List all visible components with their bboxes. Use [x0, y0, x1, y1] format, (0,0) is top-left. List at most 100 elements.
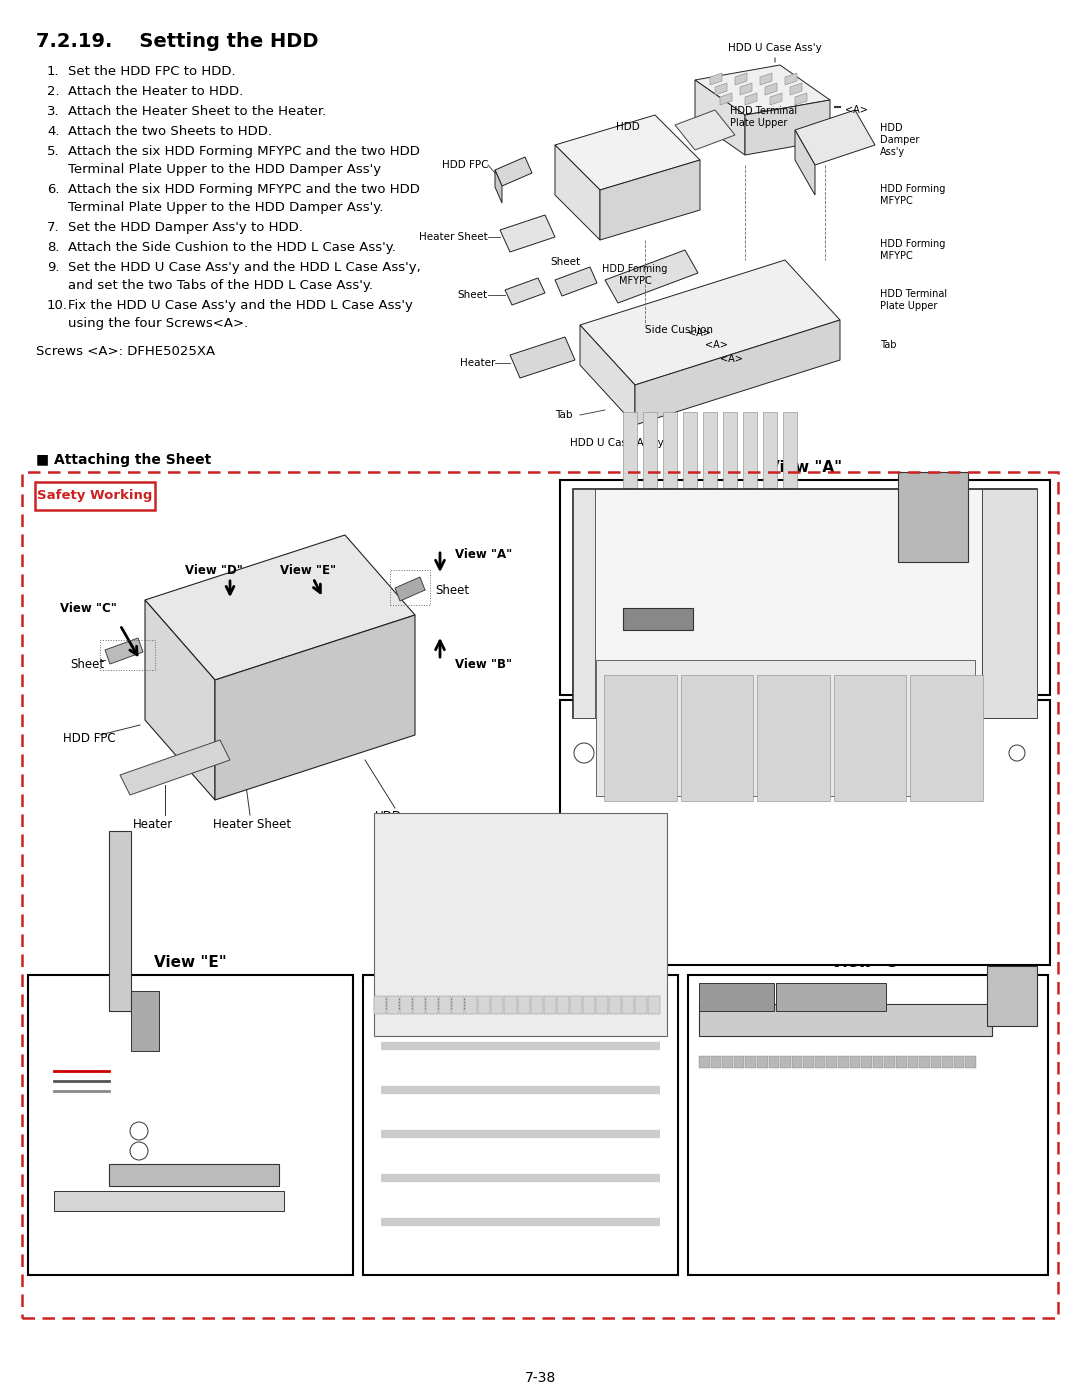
Bar	[109, 831, 131, 1011]
Bar	[743, 412, 757, 532]
Text: View "E": View "E"	[280, 563, 336, 577]
Bar	[478, 996, 490, 1014]
Bar	[834, 675, 906, 800]
Text: Attach the Side Cushion to the HDD L Case Ass'y.: Attach the Side Cushion to the HDD L Cas…	[68, 242, 396, 254]
Bar	[733, 1056, 744, 1067]
Text: Heater: Heater	[585, 977, 623, 986]
Bar	[688, 975, 1048, 1275]
Bar	[826, 1056, 837, 1067]
Bar	[885, 1056, 895, 1067]
Bar	[699, 1004, 993, 1037]
Text: Heater Sheet: Heater Sheet	[419, 232, 488, 242]
Bar	[648, 996, 660, 1014]
Text: 8.: 8.	[48, 242, 59, 254]
Text: ■ Attaching the Sheet: ■ Attaching the Sheet	[36, 453, 212, 467]
Bar	[131, 990, 159, 1051]
Text: <A>: <A>	[720, 353, 743, 365]
Bar	[850, 1056, 860, 1067]
Bar	[561, 700, 1050, 965]
Text: HDD Terminal
Plate Upper: HDD Terminal Plate Upper	[730, 106, 797, 127]
Text: and set the two Tabs of the HDD L Case Ass'y.: and set the two Tabs of the HDD L Case A…	[68, 279, 373, 292]
Text: 9.: 9.	[48, 261, 59, 274]
Text: 0~2mm: 0~2mm	[998, 1044, 1038, 1053]
Polygon shape	[715, 82, 727, 95]
Polygon shape	[735, 73, 747, 85]
Bar	[622, 996, 634, 1014]
Bar	[954, 1056, 964, 1067]
Polygon shape	[555, 267, 597, 296]
Bar	[569, 996, 582, 1014]
Text: Attach the six HDD Forming MFYPC and the two HDD: Attach the six HDD Forming MFYPC and the…	[68, 145, 420, 158]
Bar	[573, 489, 595, 718]
Bar	[783, 412, 797, 532]
Polygon shape	[495, 156, 532, 186]
Text: View "E": View "E"	[154, 956, 227, 970]
Bar	[861, 1056, 872, 1067]
Bar	[699, 983, 774, 1011]
Text: 0~2mm: 0~2mm	[980, 591, 1020, 601]
Bar	[635, 996, 647, 1014]
Bar	[54, 1192, 284, 1211]
Bar	[757, 675, 829, 800]
Polygon shape	[105, 638, 143, 664]
Polygon shape	[720, 94, 732, 105]
Circle shape	[130, 1141, 148, 1160]
Bar	[987, 965, 1037, 1025]
Polygon shape	[795, 130, 815, 196]
Bar	[982, 489, 1037, 718]
Bar	[530, 996, 542, 1014]
Text: HDD: HDD	[573, 703, 598, 712]
Bar	[896, 1056, 906, 1067]
Polygon shape	[765, 82, 777, 95]
Text: Attach the six HDD Forming MFYPC and the two HDD: Attach the six HDD Forming MFYPC and the…	[68, 183, 420, 196]
Text: Sheet: Sheet	[742, 703, 774, 712]
Text: Attach the Heater Sheet to the Heater.: Attach the Heater Sheet to the Heater.	[68, 105, 326, 117]
Bar	[28, 975, 353, 1275]
Text: HDD U Case Ass'y: HDD U Case Ass'y	[570, 439, 664, 448]
Polygon shape	[789, 82, 802, 95]
Text: Sheet: Sheet	[458, 291, 488, 300]
Text: Sheet: Sheet	[814, 989, 847, 999]
Text: 1.: 1.	[48, 66, 59, 78]
Text: Sheet: Sheet	[550, 257, 580, 267]
Text: <A>: <A>	[845, 105, 868, 115]
Polygon shape	[710, 73, 723, 85]
Bar	[573, 489, 1037, 718]
Polygon shape	[120, 740, 230, 795]
Text: Sheet: Sheet	[179, 1060, 212, 1071]
Text: Heater: Heater	[133, 819, 173, 831]
Bar	[556, 996, 569, 1014]
Bar	[757, 1056, 768, 1067]
Polygon shape	[770, 94, 782, 105]
Bar	[467, 978, 562, 996]
Bar	[663, 412, 677, 532]
Bar	[814, 1056, 825, 1067]
Bar	[680, 675, 753, 800]
Bar	[769, 1056, 779, 1067]
Bar	[623, 412, 637, 532]
Text: View "B": View "B"	[768, 680, 842, 694]
Text: HDD Forming
MFYPC: HDD Forming MFYPC	[880, 184, 945, 205]
Text: 4.: 4.	[48, 124, 59, 138]
Text: HDD FPC: HDD FPC	[63, 732, 116, 745]
Bar	[777, 983, 886, 1011]
Bar	[792, 1056, 802, 1067]
Bar	[838, 1056, 849, 1067]
Text: 10.: 10.	[48, 299, 68, 312]
Bar	[565, 978, 645, 996]
Polygon shape	[696, 80, 745, 155]
Text: Tab: Tab	[555, 409, 572, 420]
Text: 2.: 2.	[48, 85, 59, 98]
Bar	[873, 1056, 883, 1067]
Polygon shape	[600, 161, 700, 240]
Text: Heater Sheet: Heater Sheet	[213, 819, 292, 831]
Text: View "A": View "A"	[455, 548, 512, 562]
Bar	[387, 996, 400, 1014]
Text: 3.: 3.	[48, 105, 59, 117]
Text: View "C": View "C"	[832, 956, 905, 970]
Text: HDD FPC: HDD FPC	[442, 161, 488, 170]
Text: Attach the two Sheets to HDD.: Attach the two Sheets to HDD.	[68, 124, 272, 138]
Bar	[374, 996, 386, 1014]
Bar	[427, 996, 438, 1014]
Text: Do not put the Cables between
the Heater and the HDD.: Do not put the Cables between the Heater…	[159, 1003, 322, 1024]
